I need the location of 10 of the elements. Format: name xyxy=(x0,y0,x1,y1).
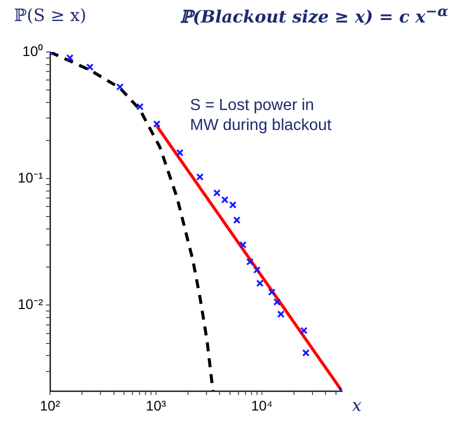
x-tick-label: 10⁴ xyxy=(251,397,273,414)
y-tick-label: 10⁻² xyxy=(18,296,44,312)
x-axis-title: x xyxy=(352,396,362,416)
annotation: S = Lost power in MW during blackout xyxy=(190,96,332,136)
y-tick-label: 10⁰ xyxy=(22,42,43,59)
x-tick-label: 10² xyxy=(40,397,60,414)
y-tick-label: 10⁻¹ xyxy=(18,169,44,186)
x-tick-label: 10³ xyxy=(146,397,166,414)
chart-title: ℙ(Blackout size ≥ x) = c x$^{−α}$ xyxy=(180,4,448,28)
y-axis-title: ℙ(S ≥ x) xyxy=(14,6,86,26)
